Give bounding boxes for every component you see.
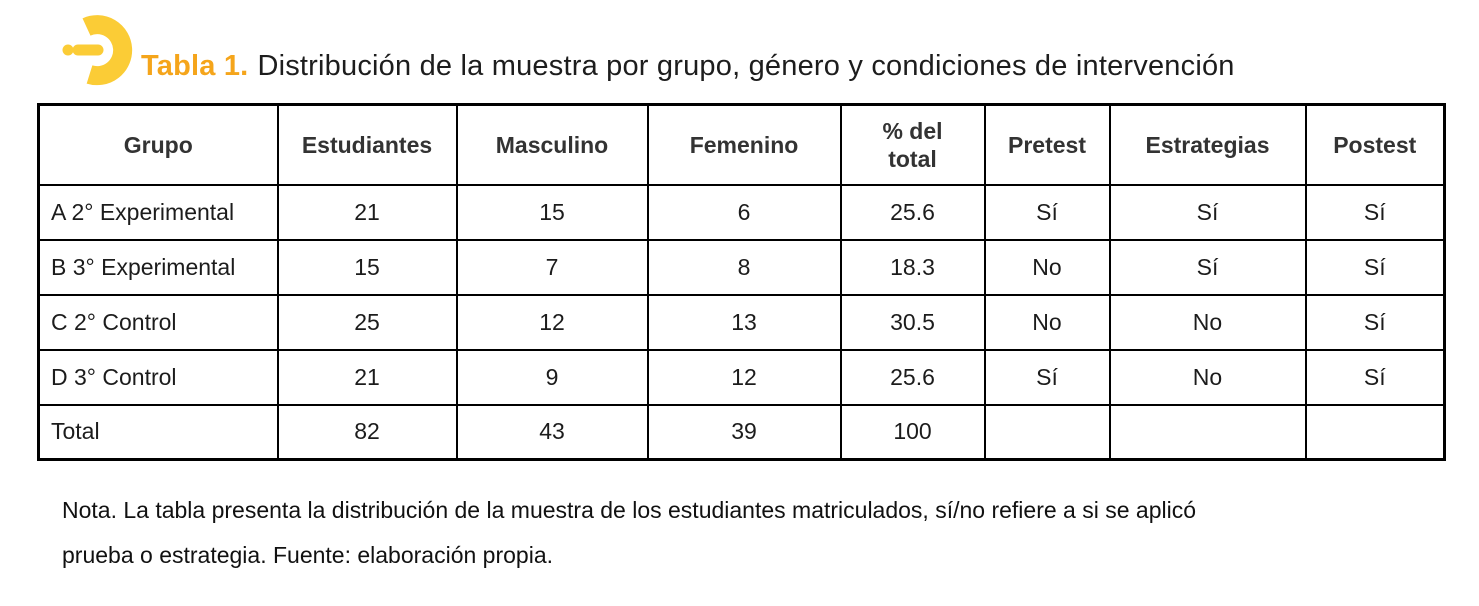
cell-pretest: [983, 403, 1111, 461]
cell-masculino: 15: [455, 183, 649, 241]
table-row-a2-experimental: A 2° Experimental 21 15 6 25.6 Sí Sí Sí: [37, 183, 1446, 241]
cell-postest: Sí: [1304, 348, 1446, 406]
cell-estrategias: No: [1108, 348, 1307, 406]
col-header-estudiantes: Estudiantes: [276, 103, 458, 186]
cell-pretest: No: [983, 293, 1111, 351]
col-header-estrategias: Estrategias: [1108, 103, 1307, 186]
col-header-postest: Postest: [1304, 103, 1446, 186]
cell-grupo: A 2° Experimental: [37, 183, 279, 241]
table-row-b3-experimental: B 3° Experimental 15 7 8 18.3 No Sí Sí: [37, 238, 1446, 296]
table-label: Tabla 1.: [141, 50, 249, 82]
cell-grupo: Total: [37, 403, 279, 461]
table-row-d3-control: D 3° Control 21 9 12 25.6 Sí No Sí: [37, 348, 1446, 406]
header-row: Grupo Estudiantes Masculino Femenino % d…: [37, 103, 1446, 186]
cell-femenino: 13: [646, 293, 842, 351]
col-header-masculino: Masculino: [455, 103, 649, 186]
cell-postest: Sí: [1304, 183, 1446, 241]
cell-masculino: 12: [455, 293, 649, 351]
cell-postest: Sí: [1304, 293, 1446, 351]
distribution-table: Grupo Estudiantes Masculino Femenino % d…: [37, 103, 1446, 461]
table-caption-row: Tabla 1. Distribución de la muestra por g…: [0, 0, 1479, 103]
cell-grupo: B 3° Experimental: [37, 238, 279, 296]
cell-femenino: 6: [646, 183, 842, 241]
cell-femenino: 39: [646, 403, 842, 461]
cell-masculino: 9: [455, 348, 649, 406]
col-header-grupo: Grupo: [37, 103, 279, 186]
cell-estudiantes: 25: [276, 293, 458, 351]
table-caption: Tabla 1. Distribución de la muestra por g…: [141, 50, 1235, 83]
table-title: Distribución de la muestra por grupo, gé…: [257, 50, 1235, 82]
arc-dash-dot-bullet-icon: [62, 15, 133, 86]
cell-pct-total: 25.6: [839, 183, 986, 241]
table-row-total: Total 82 43 39 100: [37, 403, 1446, 461]
cell-estudiantes: 15: [276, 238, 458, 296]
cell-masculino: 43: [455, 403, 649, 461]
cell-postest: [1304, 403, 1446, 461]
cell-femenino: 8: [646, 238, 842, 296]
note-line-2: prueba o estrategia. Fuente: elaboración…: [62, 542, 553, 568]
cell-masculino: 7: [455, 238, 649, 296]
cell-pretest: Sí: [983, 348, 1111, 406]
cell-pct-total: 25.6: [839, 348, 986, 406]
cell-estrategias: [1108, 403, 1307, 461]
cell-pct-total: 30.5: [839, 293, 986, 351]
cell-grupo: C 2° Control: [37, 293, 279, 351]
cell-postest: Sí: [1304, 238, 1446, 296]
cell-pretest: Sí: [983, 183, 1111, 241]
cell-estrategias: Sí: [1108, 238, 1307, 296]
cell-pct-total: 18.3: [839, 238, 986, 296]
col-header-pct-total: % del total: [839, 103, 986, 186]
cell-grupo: D 3° Control: [37, 348, 279, 406]
cell-pct-total: 100: [839, 403, 986, 461]
table-body: A 2° Experimental 21 15 6 25.6 Sí Sí Sí …: [37, 183, 1446, 461]
cell-estudiantes: 82: [276, 403, 458, 461]
table-row-c2-control: C 2° Control 25 12 13 30.5 No No Sí: [37, 293, 1446, 351]
note-line-1: Nota. La tabla presenta la distribución …: [62, 497, 1197, 523]
cell-estudiantes: 21: [276, 183, 458, 241]
table-note: Nota. La tabla presenta la distribución …: [62, 488, 1479, 578]
cell-pretest: No: [983, 238, 1111, 296]
cell-estrategias: Sí: [1108, 183, 1307, 241]
col-header-pretest: Pretest: [983, 103, 1111, 186]
cell-femenino: 12: [646, 348, 842, 406]
cell-estudiantes: 21: [276, 348, 458, 406]
table-header: Grupo Estudiantes Masculino Femenino % d…: [37, 103, 1446, 186]
cell-estrategias: No: [1108, 293, 1307, 351]
col-header-femenino: Femenino: [646, 103, 842, 186]
